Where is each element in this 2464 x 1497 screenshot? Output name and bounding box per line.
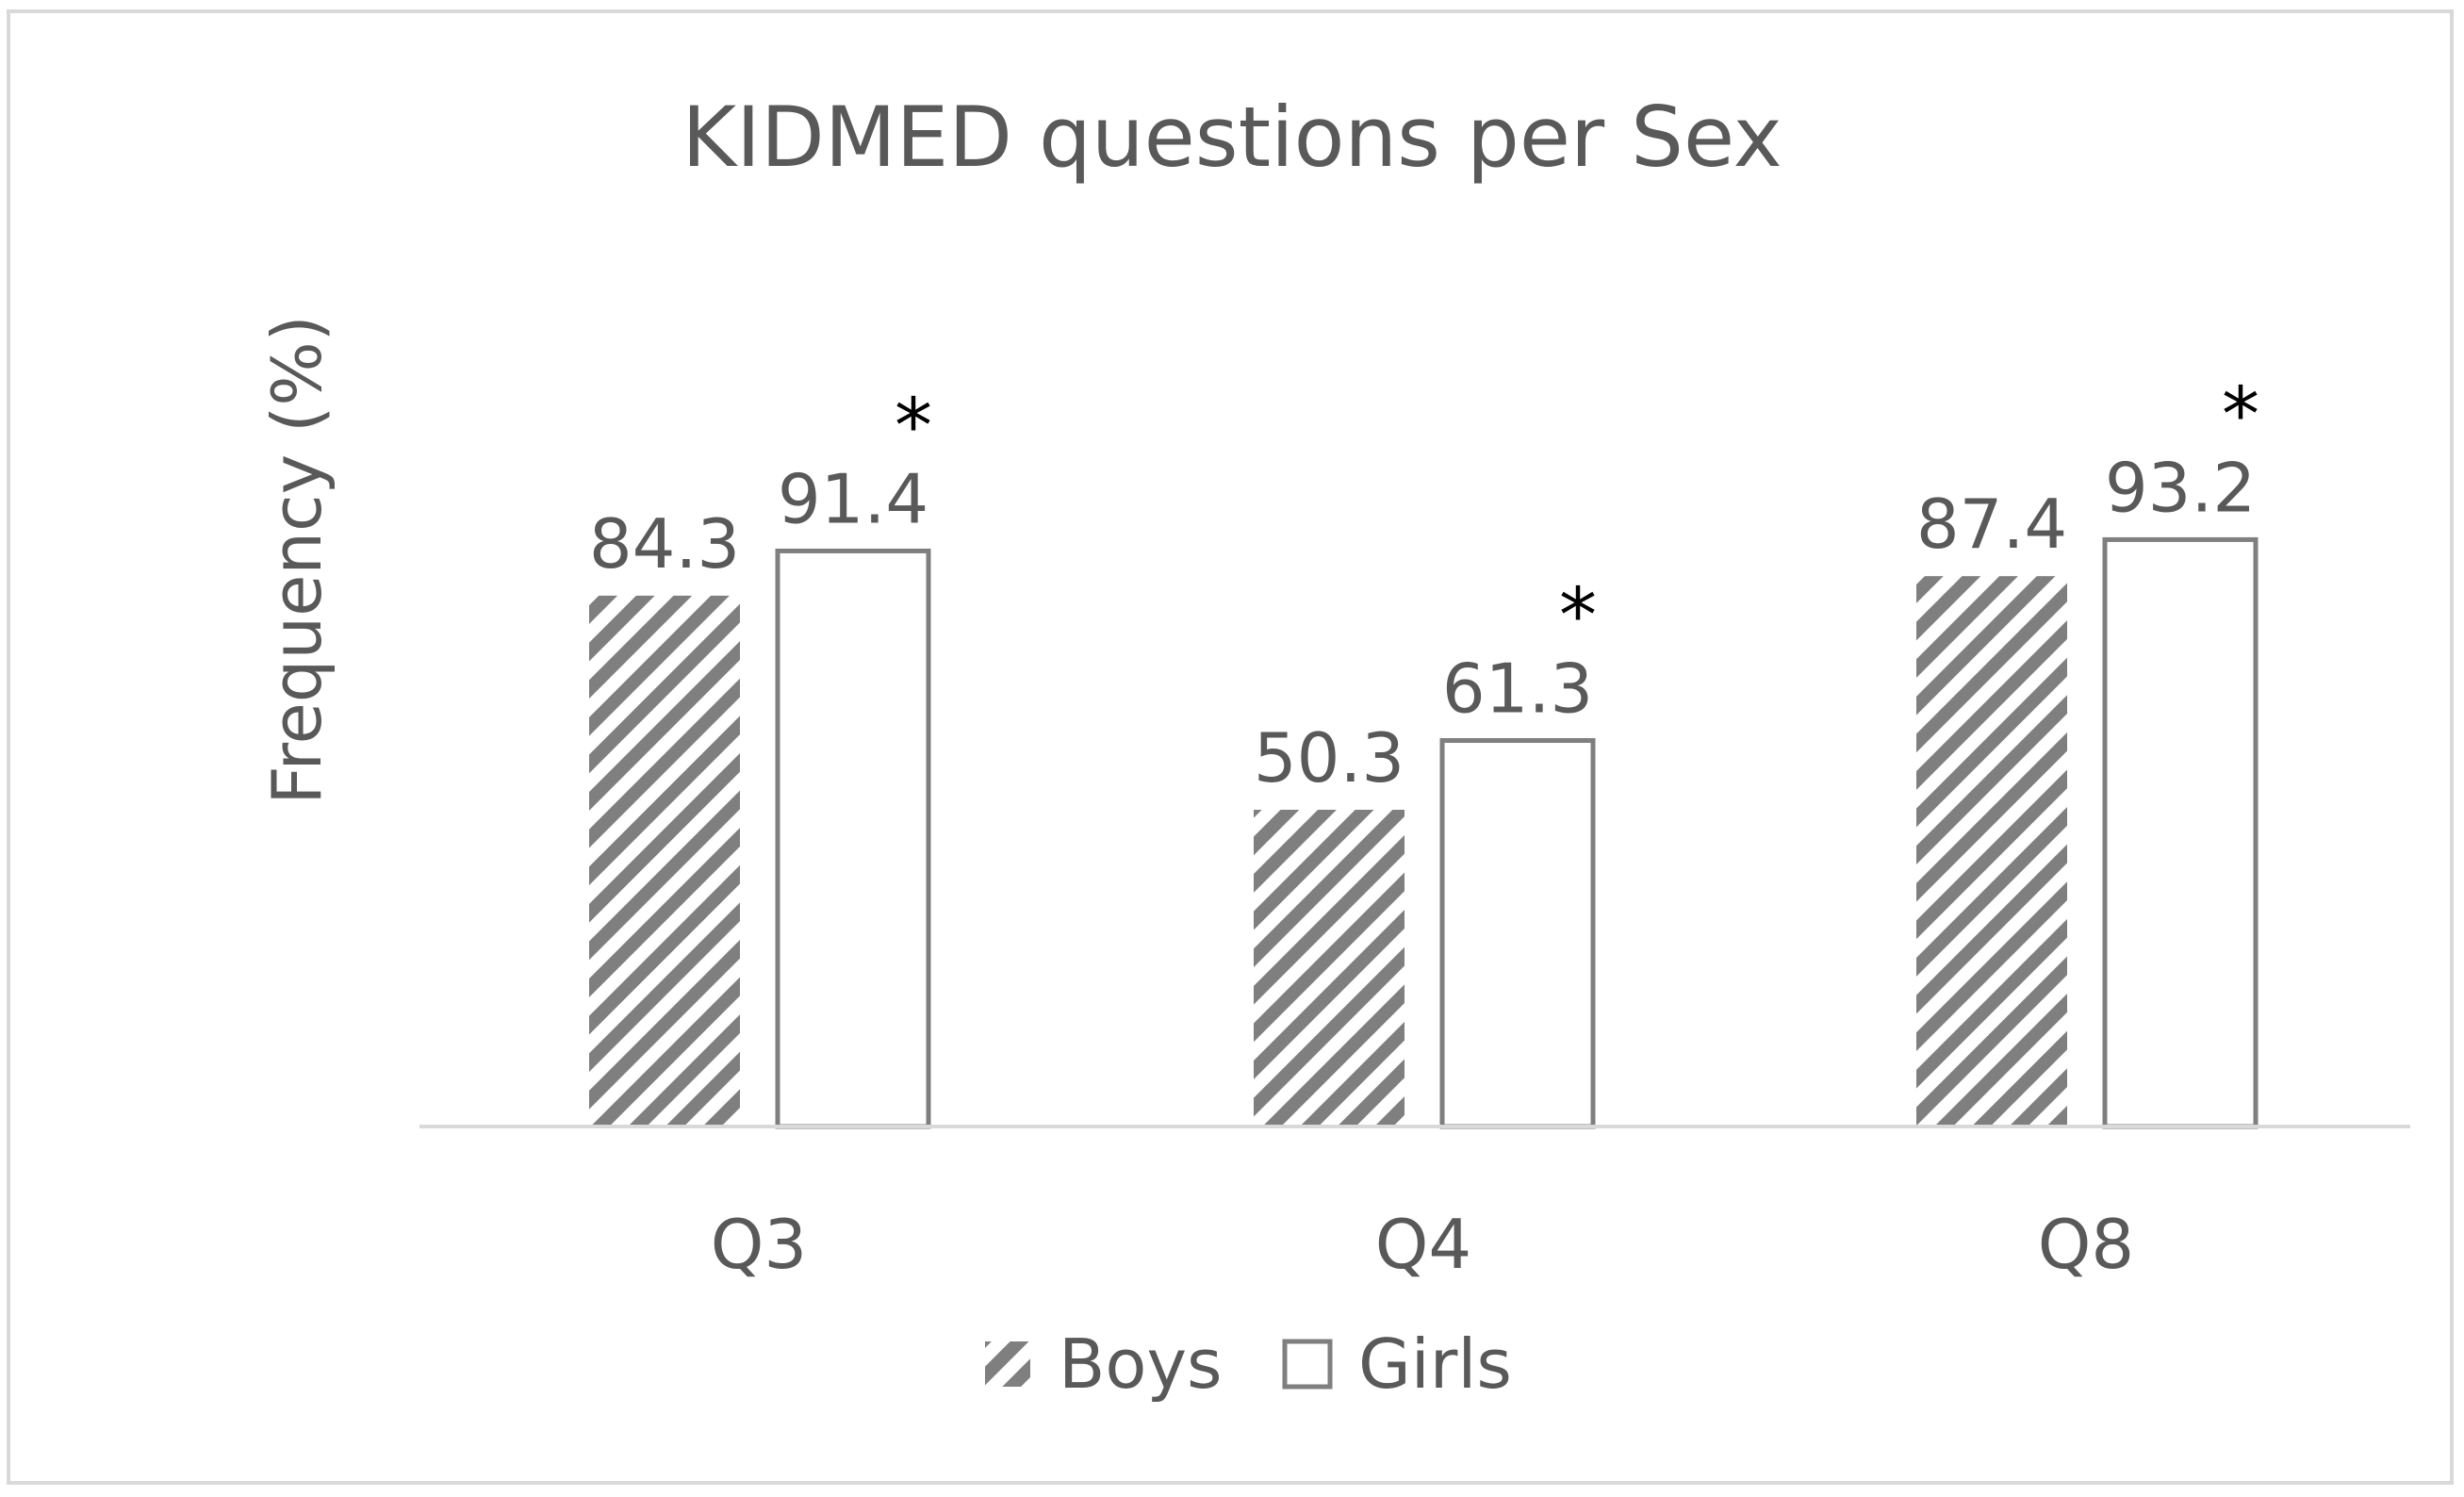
data-label-boys-q3: 84.3 bbox=[589, 504, 740, 584]
bar-girls-q8 bbox=[2102, 536, 2259, 1129]
legend-label-boys: Boys bbox=[1059, 1324, 1223, 1404]
data-label-boys-q8: 87.4 bbox=[1916, 485, 2067, 564]
x-tick-label-q8: Q8 bbox=[2038, 1205, 2134, 1284]
data-label-girls-q4: 61.3 bbox=[1442, 650, 1593, 729]
data-label-girls-q3: 91.4 bbox=[778, 459, 928, 538]
chart-title: KIDMED questions per Sex bbox=[682, 89, 1782, 186]
bar-girls-q4 bbox=[1439, 738, 1596, 1129]
y-axis-label: Frequency (%) bbox=[257, 315, 337, 804]
bar-girls-q3 bbox=[775, 548, 931, 1129]
legend-swatch-girls bbox=[1282, 1339, 1333, 1390]
legend-label-girls: Girls bbox=[1358, 1324, 1512, 1404]
data-label-boys-q4: 50.3 bbox=[1254, 718, 1404, 798]
x-tick-labels: Q3 Q4 Q8 bbox=[711, 1205, 2134, 1284]
significance-marker-q3: * bbox=[895, 382, 932, 469]
x-tick-label-q4: Q4 bbox=[1375, 1205, 1471, 1284]
data-label-girls-q8: 93.2 bbox=[2105, 448, 2256, 527]
bar-boys-q3 bbox=[589, 595, 740, 1127]
bar-boys-q4 bbox=[1254, 809, 1404, 1127]
legend: Boys Girls bbox=[985, 1324, 1512, 1404]
x-tick-label-q3: Q3 bbox=[711, 1205, 807, 1284]
bars-layer: 84.391.4*50.361.3*87.4 93.2* bbox=[589, 370, 2259, 1129]
legend-swatch-boys bbox=[985, 1341, 1030, 1387]
significance-marker-q8: * bbox=[2222, 370, 2259, 458]
significance-marker-q4: * bbox=[1559, 572, 1597, 660]
bar-boys-q8 bbox=[1916, 576, 2067, 1127]
